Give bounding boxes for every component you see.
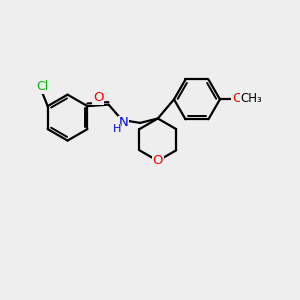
Text: CH₃: CH₃	[241, 92, 262, 105]
Text: Cl: Cl	[36, 80, 49, 93]
Text: O: O	[232, 92, 242, 105]
Text: N: N	[119, 116, 129, 129]
Text: H: H	[112, 124, 121, 134]
Text: O: O	[93, 91, 103, 104]
Text: O: O	[153, 154, 163, 167]
